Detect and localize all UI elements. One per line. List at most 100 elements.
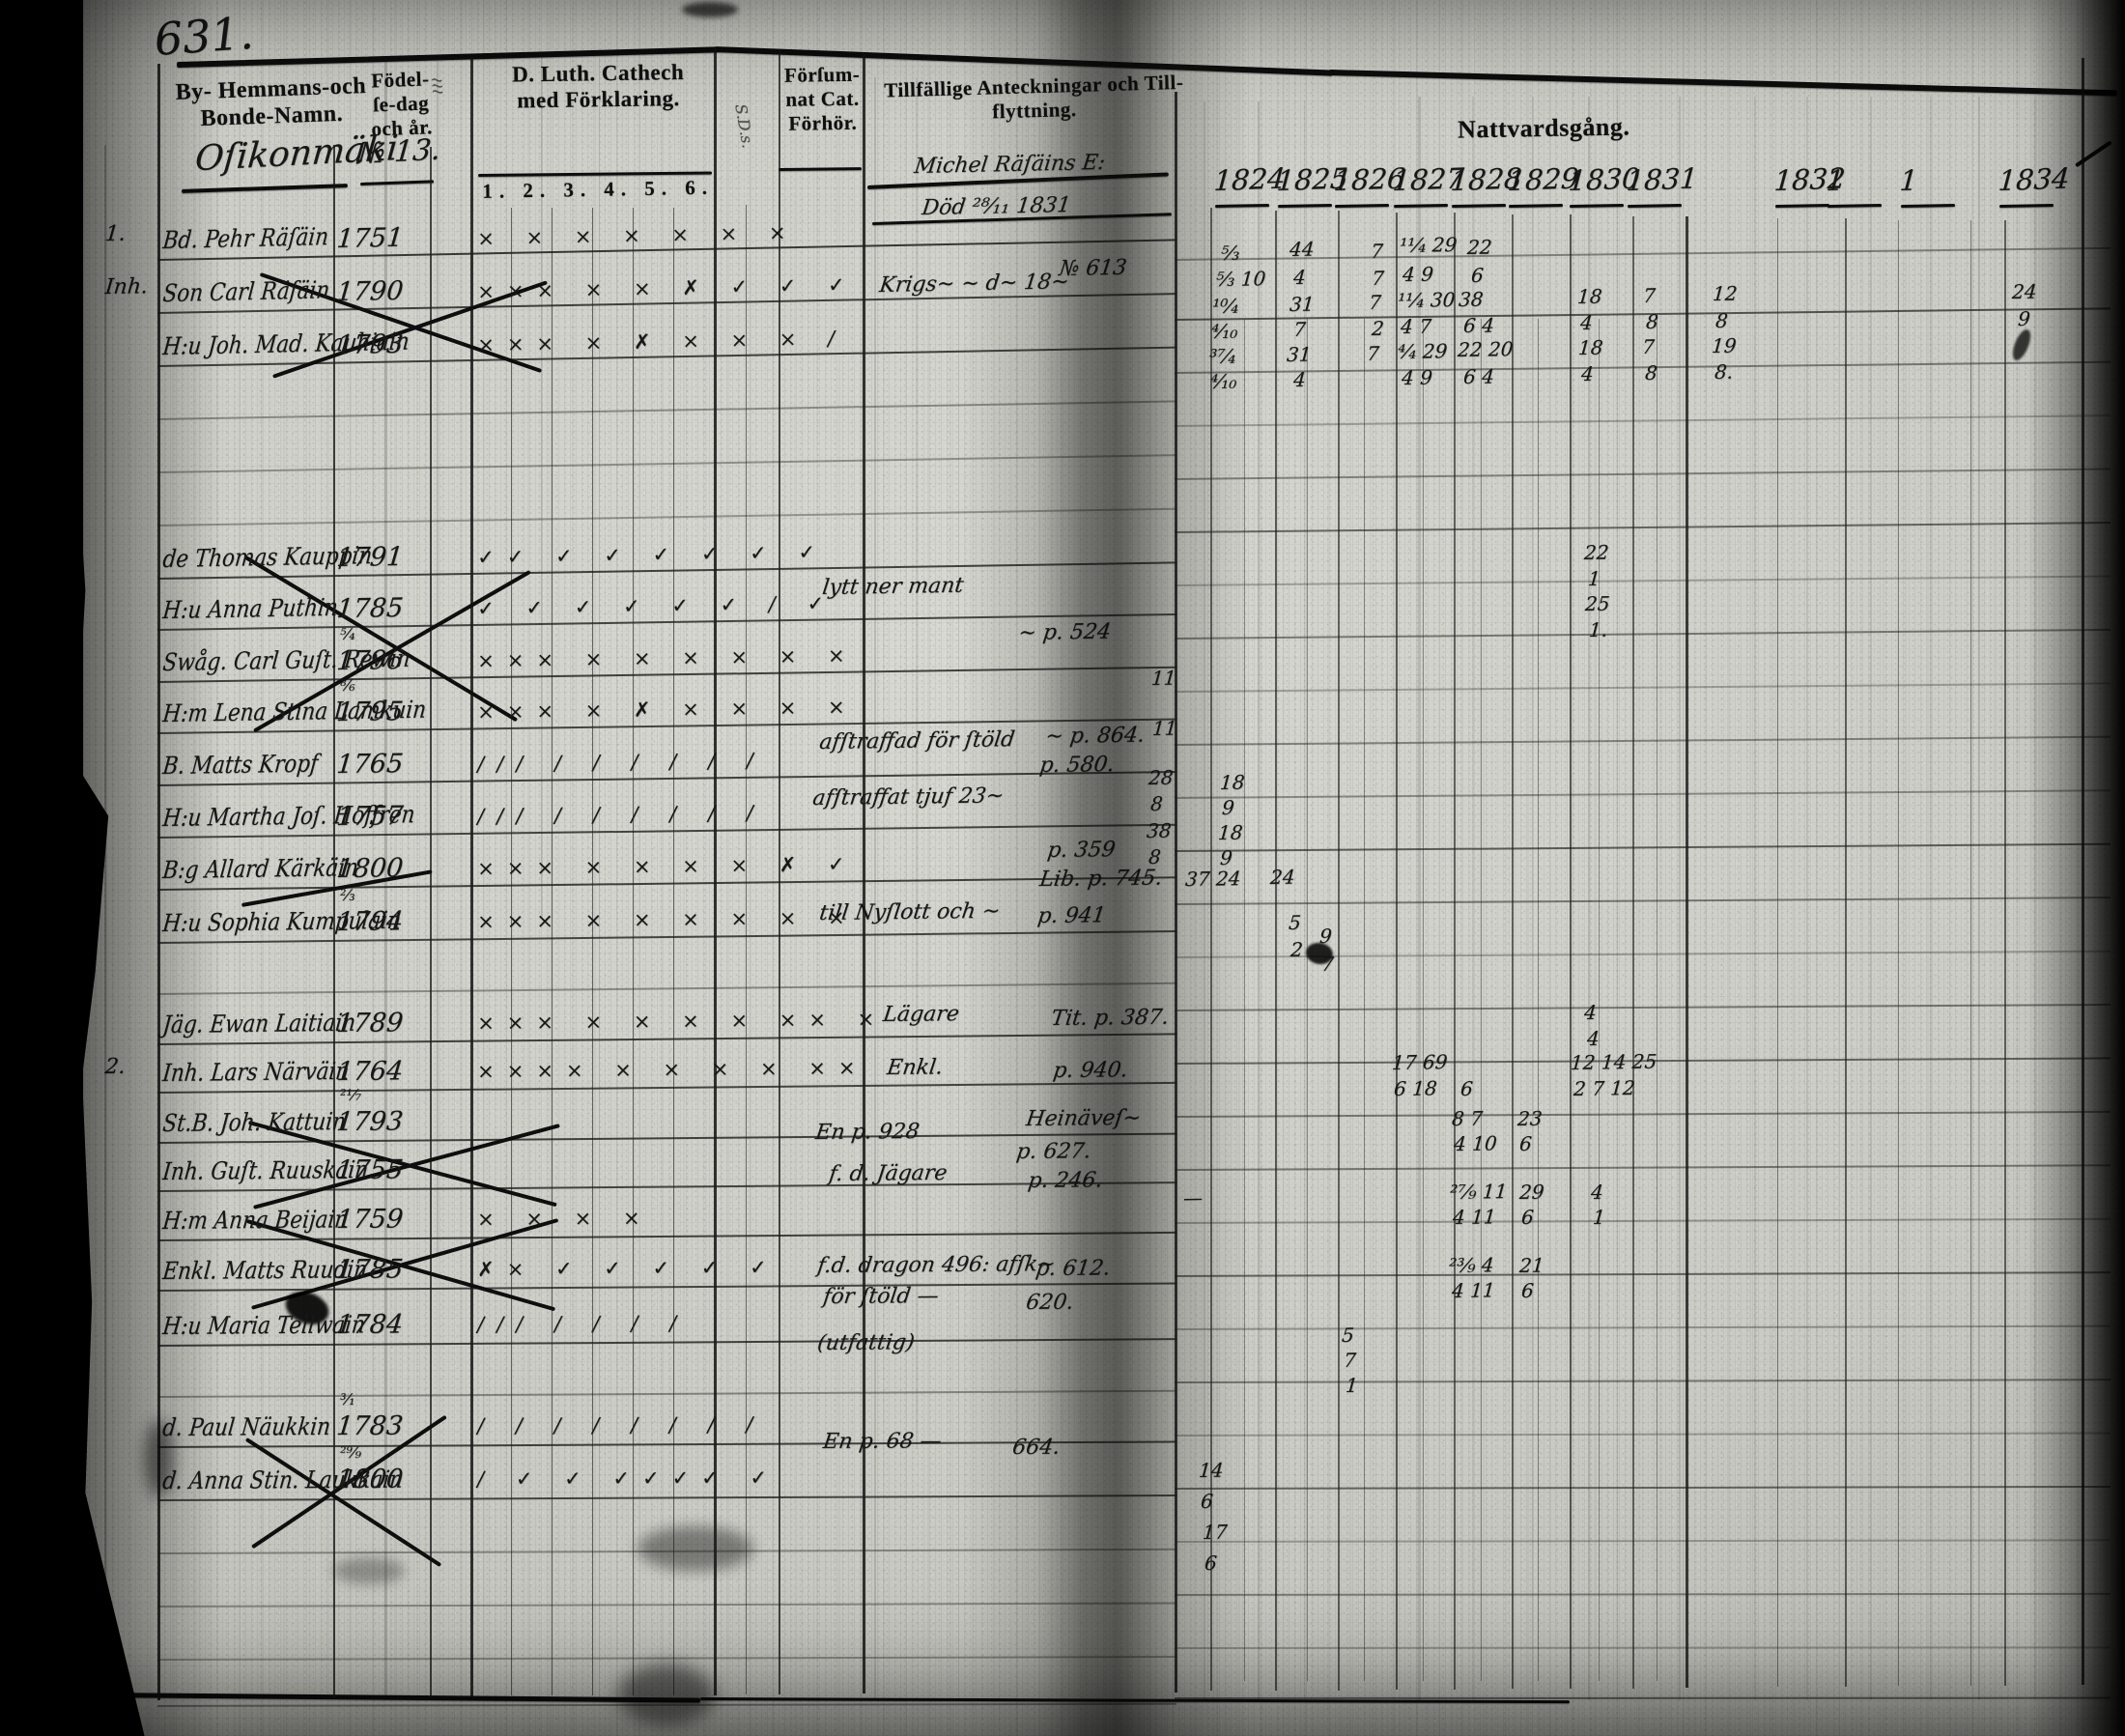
communion-entry: 4 [1580, 361, 1595, 386]
communion-entry: 1 [1587, 566, 1601, 591]
marginal-annotation: p. 246. [1026, 1168, 1105, 1194]
communion-entry: 7 [1292, 317, 1307, 342]
record-catechism-marks: ∕∕∕ ∕ ∕ ∕ ∕ ∕ ∕ [477, 749, 767, 776]
record-birth-day-fraction: ⁵⁄₄ [340, 624, 355, 643]
record-name: Jäg. Ewan Laitiain [161, 1008, 357, 1039]
scan-streak [1258, 101, 1260, 1700]
communion-entry: ¹¹⁄₄ 30 [1397, 287, 1457, 313]
communion-entry: 4 10 [1453, 1131, 1498, 1156]
marginal-annotation: (utfattig) [815, 1330, 917, 1356]
header-missed-catechism-exam: Förſum- nat Cat. Förhör. [783, 62, 861, 135]
marginal-annotation: p. 627. [1014, 1139, 1093, 1165]
record-birth-year: 1793 [335, 328, 405, 361]
column-line [430, 147, 432, 1697]
record-birth-year: 1751 [335, 222, 405, 255]
column-line [1275, 211, 1277, 1691]
record-birth-year: 1785 [334, 1254, 405, 1286]
communion-entry: 18 [1577, 335, 1604, 360]
communion-entry: ¹¹⁄₄ 29 [1399, 232, 1459, 258]
record-birth-year: 1764 [335, 1056, 405, 1088]
scan-streak [1532, 97, 1534, 1700]
year-label: 1 [1825, 163, 1846, 198]
marginal-annotation: p. 941 [1035, 903, 1108, 929]
record-birth-day-fraction: ²⁄₃ [340, 885, 355, 904]
communion-entry: 4 [1579, 310, 1594, 335]
record-birth-day-fraction: ²⁹⁄₉ [340, 1442, 362, 1462]
communion-entry: 17 [1202, 1520, 1229, 1545]
scan-streak [437, 58, 439, 1256]
record-catechism-marks: × × × × [477, 1206, 653, 1231]
year-underline [1828, 204, 1883, 208]
marginal-annotation: lytt ner mant [820, 573, 965, 601]
marginal-annotation: p. 940. [1051, 1058, 1130, 1084]
marginal-annotation: Krigs∼ ∼ d∼ 18∼ [877, 270, 1071, 299]
marginal-annotation: Död ²⁸⁄₁₁ 1831 [920, 192, 1072, 221]
communion-entry: 4 [1292, 265, 1307, 290]
record-birth-year: 1759 [334, 1204, 405, 1236]
column-line [1898, 220, 1899, 1686]
marginal-annotation: p. 359 [1045, 838, 1118, 864]
scan-streak [1304, 101, 1305, 1700]
column-line [673, 208, 674, 1695]
record-name: Inh. Lars Närväin [161, 1056, 351, 1088]
row-line-left [157, 1494, 1176, 1501]
column-line [1423, 319, 1424, 1681]
year-underline [1335, 204, 1390, 208]
communion-entry: 12 14 25 [1570, 1049, 1658, 1075]
record-birth-year: 1795 [335, 697, 405, 728]
communion-entry: 6 [1520, 1278, 1535, 1303]
communion-entry: ²⁷⁄₉ 11 [1449, 1179, 1509, 1205]
marginal-annotation: Enkl. [885, 1055, 945, 1081]
communion-entry: 8 [1148, 844, 1162, 869]
communion-entry: 44 [1289, 237, 1316, 262]
communion-entry: 8. [1714, 359, 1735, 384]
communion-entry: 7 [1642, 283, 1657, 308]
year-underline [1509, 204, 1564, 208]
row-line-left [157, 1602, 1177, 1608]
record-birth-year: 1755 [335, 1154, 405, 1186]
communion-entry: 1 [1345, 1373, 1359, 1398]
communion-entry: 4 11 [1452, 1205, 1497, 1230]
communion-entry: 6 18 [1393, 1076, 1438, 1101]
communion-entry: 38 [1458, 287, 1485, 312]
marginal-annotation: afſtraffat tjuf 23∼ [810, 783, 1006, 811]
scan-streak [1754, 97, 1756, 1700]
column-line [1364, 319, 1365, 1681]
year-underline [1628, 204, 1683, 208]
page-number: 631. [153, 6, 255, 66]
year-underline [1215, 204, 1270, 208]
communion-entry: ²³⁄₉ 4 [1448, 1253, 1495, 1278]
column-line [2004, 220, 2006, 1686]
illegible-vertical-text: ≀≀≀ [428, 75, 448, 95]
communion-entry: 6 [1518, 1131, 1533, 1156]
communion-entry: 11 [1150, 666, 1177, 691]
communion-entry: 24 [1269, 865, 1296, 890]
record-birth-year: 1794 [335, 906, 405, 938]
record-catechism-marks: × × × × × × × [477, 220, 799, 250]
row-line-right [1175, 1696, 2111, 1699]
column-line [1244, 319, 1245, 1681]
record-margin-note: Inh. [103, 274, 150, 300]
record-birth-year: 1757 [335, 801, 405, 833]
communion-entry: 7 [1368, 290, 1382, 315]
scan-streak [1978, 97, 1980, 1700]
communion-entry: 4 7 [1400, 314, 1432, 339]
communion-entry: 17 69 [1391, 1050, 1449, 1075]
communion-entry: 6 [1200, 1489, 1214, 1514]
communion-entry: 18 [1219, 770, 1246, 795]
communion-entry: 5 [1341, 1323, 1355, 1348]
marginal-annotation: En p. 68 — [821, 1429, 944, 1455]
record-name: Bd. Pehr Räſäin [161, 222, 330, 255]
illegible-vertical-text: S.D.s. [731, 102, 758, 150]
communion-entry: 1 [1592, 1205, 1606, 1230]
record-catechism-marks: ∕ ✓ ✓ ✓✓✓✓ ✓ [477, 1466, 780, 1491]
communion-entry: 24 [2011, 279, 2038, 304]
marginal-annotation: № 613 [1057, 255, 1128, 282]
year-underline [1999, 204, 2054, 208]
column-line [1599, 319, 1600, 1681]
column-line [1175, 92, 1177, 1693]
communion-entry: 2 [1289, 937, 1304, 962]
communion-entry: 7 [1366, 341, 1380, 366]
record-catechism-marks: ∕∕∕ ∕ ∕ ∕ ∕ [477, 1311, 690, 1336]
marginal-annotation: ∼ p. 524 [1016, 619, 1113, 646]
